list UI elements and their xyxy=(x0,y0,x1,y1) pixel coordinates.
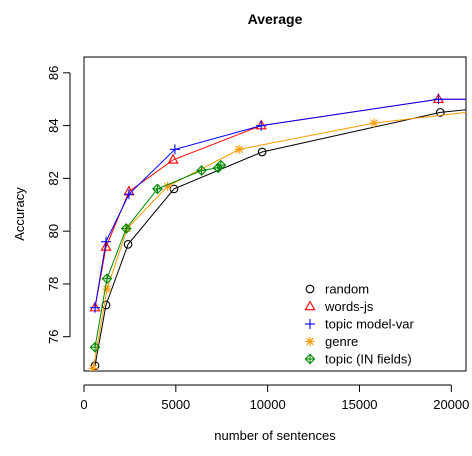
data-point xyxy=(102,284,112,294)
legend-marker xyxy=(305,319,315,329)
legend-item: genre xyxy=(305,334,358,349)
data-point xyxy=(120,223,132,234)
y-tick-label: 82 xyxy=(46,171,61,185)
data-point xyxy=(257,147,267,157)
y-tick-label: 78 xyxy=(46,277,61,291)
data-point xyxy=(234,144,244,154)
x-tick-label: 10000 xyxy=(250,397,286,412)
x-tick-label: 15000 xyxy=(341,397,377,412)
data-point xyxy=(196,165,207,176)
series-layer xyxy=(88,93,466,371)
legend-label: topic model-var xyxy=(325,317,415,332)
y-tick-label: 76 xyxy=(46,329,61,343)
legend-marker xyxy=(304,353,316,365)
x-tick-label: 20000 xyxy=(433,397,469,412)
data-point xyxy=(152,183,163,195)
data-point xyxy=(369,118,379,128)
legend: random words-js topic model-var genre topic … xyxy=(304,282,415,367)
x-axis-title: number of sentences xyxy=(214,428,336,443)
y-tick-label: 80 xyxy=(46,224,61,238)
legend-item: random xyxy=(305,282,369,297)
y-tick-label: 84 xyxy=(46,118,61,132)
data-point xyxy=(435,108,445,117)
data-point xyxy=(90,302,101,313)
x-axis: 0 5000 10000 15000 20000 xyxy=(80,384,469,412)
data-point xyxy=(169,144,180,155)
legend-marker xyxy=(305,337,315,346)
x-tick-label: 5000 xyxy=(161,397,190,412)
plot-frame xyxy=(83,56,467,372)
legend-marker xyxy=(304,300,316,311)
legend-label: genre xyxy=(325,334,358,349)
data-point xyxy=(215,159,227,171)
data-point xyxy=(89,341,101,353)
data-point xyxy=(101,273,113,285)
legend-label: words-js xyxy=(324,299,374,314)
data-point xyxy=(256,120,267,131)
legend-item: topic (IN fields) xyxy=(304,352,412,367)
series-topic-in-fields- xyxy=(89,159,227,353)
legend-marker xyxy=(305,284,315,294)
x-tick-label: 0 xyxy=(80,397,87,412)
legend-item: topic model-var xyxy=(305,317,415,332)
data-point xyxy=(433,94,444,105)
data-point xyxy=(100,240,112,251)
y-axis: 76 78 80 82 84 86 xyxy=(46,66,71,344)
data-point xyxy=(123,239,133,249)
data-point xyxy=(167,153,179,164)
data-point xyxy=(101,236,112,247)
series-genre xyxy=(88,111,466,371)
chart-title: Average xyxy=(248,11,303,27)
data-point xyxy=(123,189,134,200)
series-line xyxy=(94,109,466,366)
y-axis-title: Accuracy xyxy=(12,187,27,241)
legend-item: words-js xyxy=(304,299,374,314)
legend-label: topic (IN fields) xyxy=(325,352,412,367)
data-point xyxy=(88,363,98,371)
legend-label: random xyxy=(325,282,369,297)
y-tick-label: 86 xyxy=(46,66,61,80)
series-topic-model-var xyxy=(90,94,466,313)
